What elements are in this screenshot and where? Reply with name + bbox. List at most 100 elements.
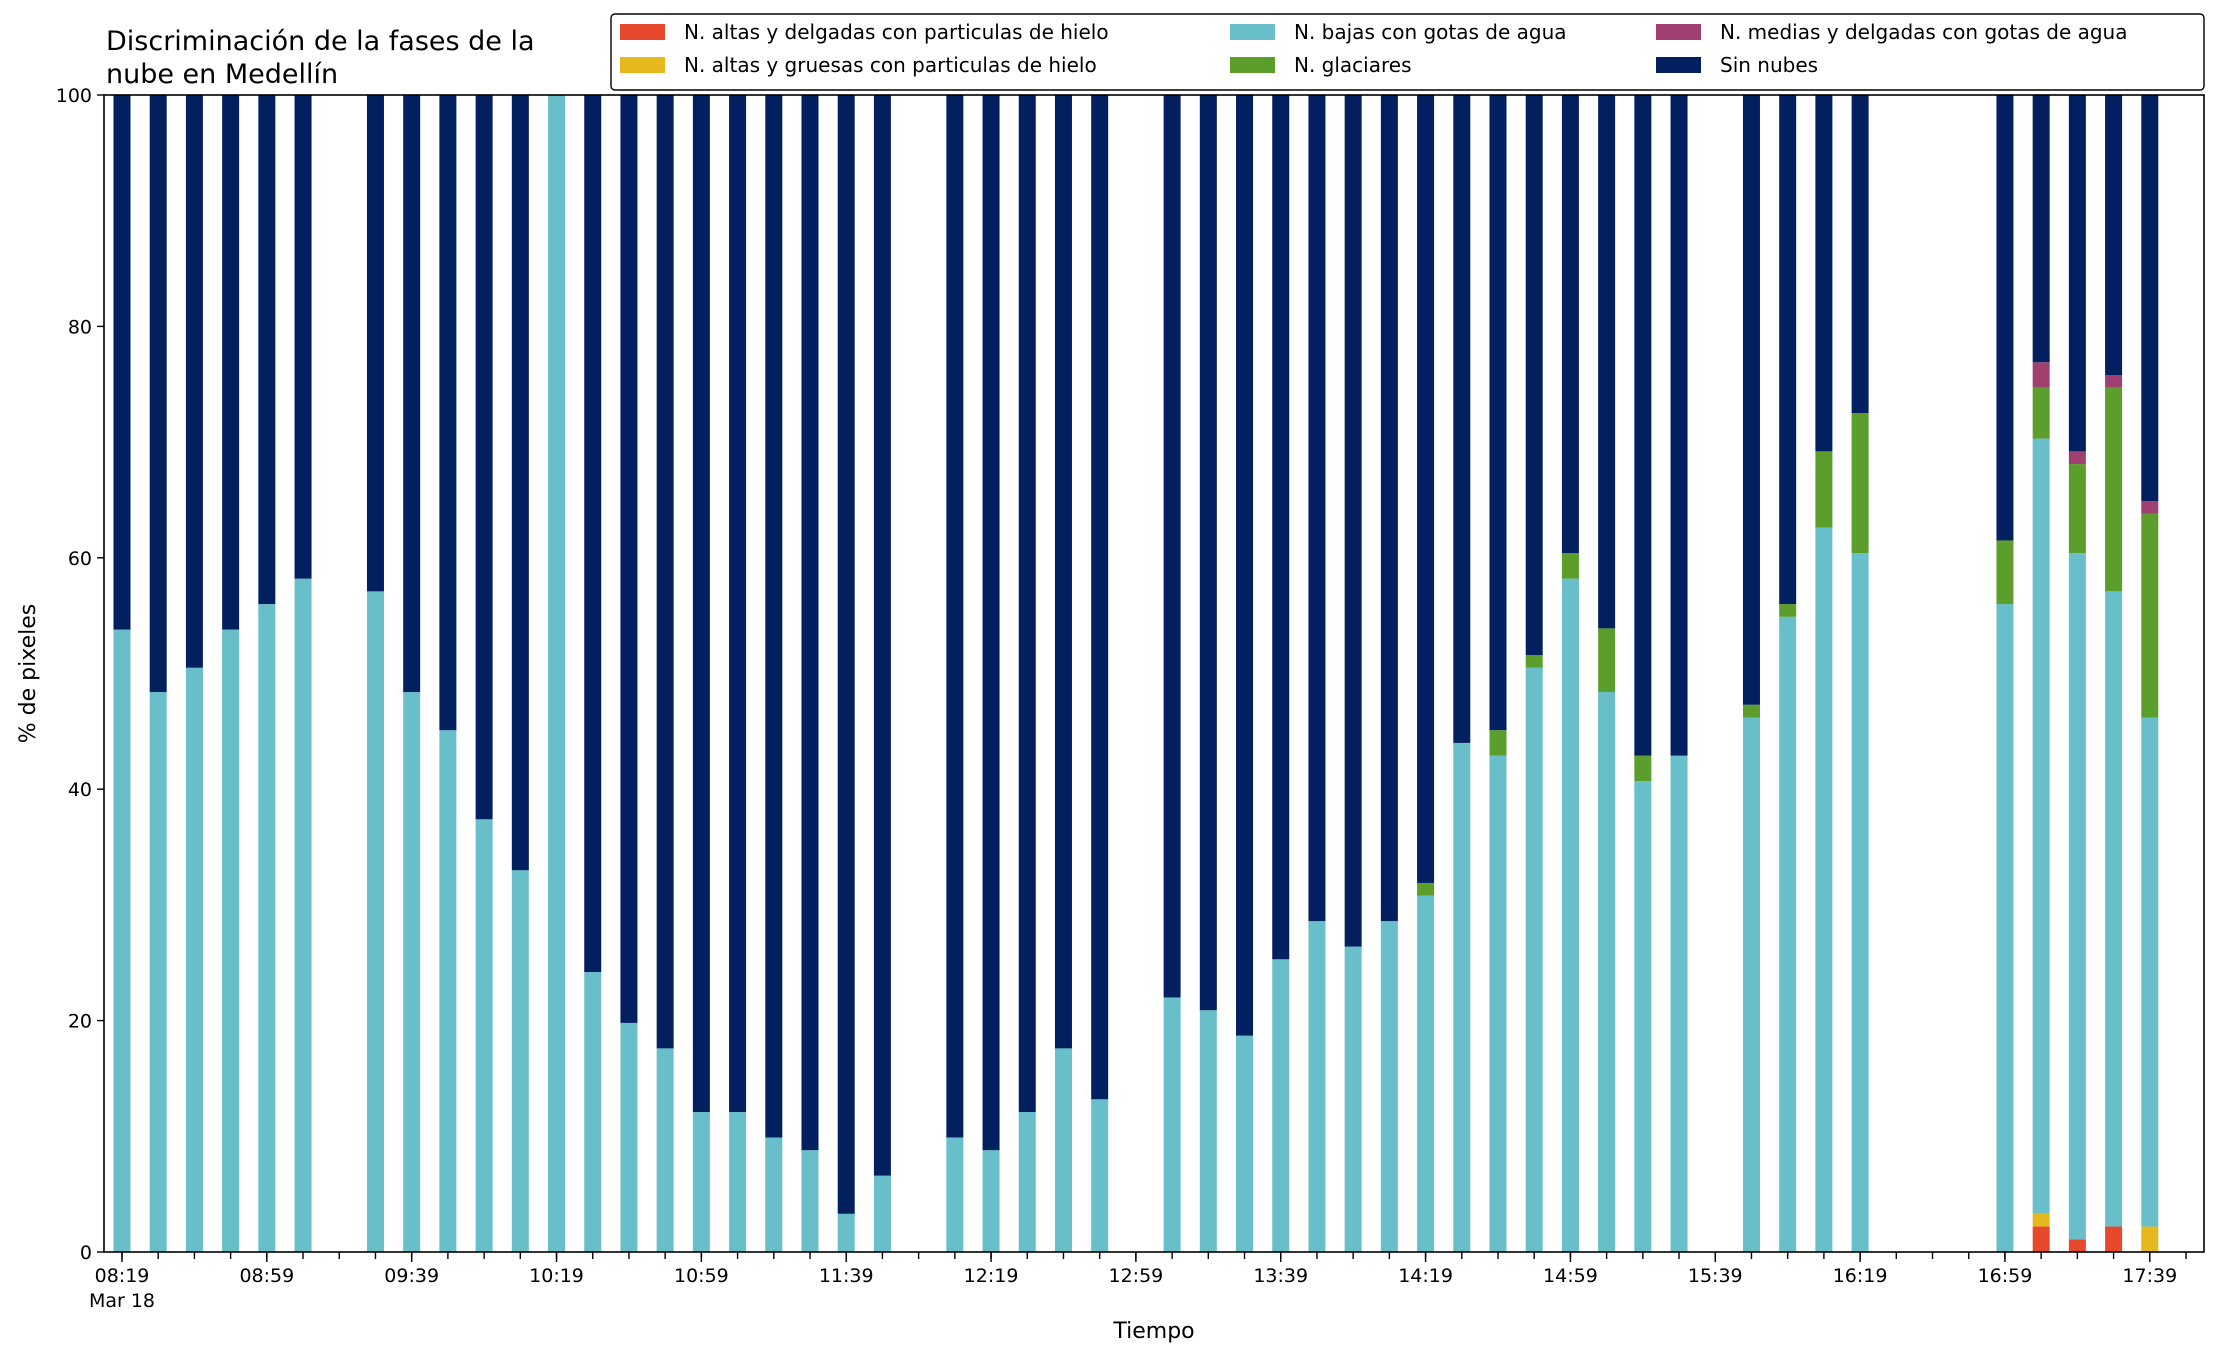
bar-segment xyxy=(2032,1226,2050,1252)
legend-label: Sin nubes xyxy=(1720,53,1818,77)
bar-segment xyxy=(2032,362,2050,388)
bar-segment xyxy=(1163,95,1181,998)
legend-label: N. medias y delgadas con gotas de agua xyxy=(1720,20,2128,44)
y-tick-label: 100 xyxy=(56,85,92,107)
bar-segment xyxy=(729,1112,747,1252)
legend-swatch xyxy=(620,57,665,73)
legend-label: N. bajas con gotas de agua xyxy=(1294,20,1567,44)
chart-title-line: nube en Medellín xyxy=(106,59,338,90)
bar-segment xyxy=(366,591,384,1252)
bar-segment xyxy=(584,972,602,1252)
bar-segment xyxy=(222,629,240,1252)
bar-segment xyxy=(511,95,529,871)
x-tick-label: 10:19 xyxy=(529,1265,584,1287)
bar-segment xyxy=(1598,692,1616,1252)
bar-segment xyxy=(765,1137,783,1252)
x-tick-label: 15:39 xyxy=(1688,1265,1743,1287)
bar-segment xyxy=(1996,95,2014,541)
bar-segment xyxy=(692,1112,710,1252)
bar-segment xyxy=(294,578,312,1252)
bar-segment xyxy=(801,95,819,1151)
bar-segment xyxy=(801,1150,819,1252)
bar-segment xyxy=(584,95,602,973)
bar-segment xyxy=(475,95,493,820)
bar-segment xyxy=(113,629,131,1252)
bar-segment xyxy=(1054,95,1072,1049)
bar-segment xyxy=(1525,667,1543,1252)
legend-label: N. altas y delgadas con particulas de hi… xyxy=(684,20,1109,44)
bar-segment xyxy=(1489,755,1507,1252)
bar-segment xyxy=(1018,95,1036,1112)
bar-segment xyxy=(620,1022,638,1252)
legend-label: N. glaciares xyxy=(1294,53,1412,77)
bar-segment xyxy=(1272,95,1290,960)
bar-segment xyxy=(1380,95,1398,922)
y-tick-label: 0 xyxy=(80,1242,92,1264)
bar-segment xyxy=(185,667,203,1252)
bar-segment xyxy=(1634,755,1652,782)
bar-segment xyxy=(1417,895,1435,1252)
bar-segment xyxy=(222,95,240,630)
bar-segment xyxy=(1815,95,1833,452)
bar-segment xyxy=(1163,997,1181,1252)
bar-segment xyxy=(548,95,566,1252)
bar-segment xyxy=(1525,654,1543,668)
bar-segment xyxy=(439,730,457,1252)
bar-segment xyxy=(2105,591,2123,1227)
bar-segment xyxy=(1851,413,1869,554)
x-tick-label: 10:59 xyxy=(674,1265,729,1287)
bar-segment xyxy=(837,95,855,1214)
bar-segment xyxy=(1380,921,1398,1252)
bar-segment xyxy=(982,95,1000,1151)
x-tick-label: 14:59 xyxy=(1543,1265,1598,1287)
bar-segment xyxy=(2105,95,2123,375)
x-tick-label: 08:59 xyxy=(239,1265,294,1287)
plot-frame xyxy=(103,94,2205,1253)
bar-segment xyxy=(2068,464,2086,554)
x-tick-label: 16:59 xyxy=(1978,1265,2033,1287)
bar-segment xyxy=(1779,616,1797,1252)
bar-segment xyxy=(656,95,674,1049)
bar-segment xyxy=(113,95,131,630)
bar-segment xyxy=(1851,95,1869,414)
y-tick-label: 20 xyxy=(68,1011,92,1033)
bar-segment xyxy=(2032,387,2050,439)
bar-segment xyxy=(837,1213,855,1252)
bar-segment xyxy=(2068,1239,2086,1252)
bar-segment xyxy=(1561,95,1579,554)
bar-segment xyxy=(2105,387,2123,592)
bar-segment xyxy=(1815,451,1833,528)
bar-segment xyxy=(1417,882,1435,896)
bar-segment xyxy=(1272,959,1290,1252)
y-tick-label: 40 xyxy=(68,779,92,801)
legend: N. altas y delgadas con particulas de hi… xyxy=(610,13,2205,91)
bar-segment xyxy=(1344,95,1362,947)
bar-segment xyxy=(656,1048,674,1252)
bar-segment xyxy=(1489,730,1507,756)
bar-segment xyxy=(2032,438,2050,1214)
bar-segment xyxy=(185,95,203,668)
legend-label: N. altas y gruesas con particulas de hie… xyxy=(684,53,1097,77)
bar-segment xyxy=(439,95,457,731)
legend-swatch xyxy=(620,24,665,40)
bar-segment xyxy=(1525,95,1543,655)
bars-group xyxy=(113,95,2159,1252)
bar-segment xyxy=(1670,95,1688,756)
bar-segment xyxy=(1561,553,1579,579)
bar-segment xyxy=(1598,628,1616,693)
bar-segment xyxy=(258,604,276,1252)
bar-segment xyxy=(149,692,167,1252)
bar-segment xyxy=(1996,604,2014,1252)
y-axis-label: % de pixeles xyxy=(16,604,41,743)
bar-segment xyxy=(765,95,783,1138)
bar-segment xyxy=(2141,513,2159,718)
bar-segment xyxy=(1598,95,1616,629)
x-tick-label: 12:19 xyxy=(964,1265,1019,1287)
bar-segment xyxy=(1308,921,1326,1252)
bar-segment xyxy=(1996,540,2014,605)
bar-segment xyxy=(1054,1048,1072,1252)
legend-swatch xyxy=(1656,24,1701,40)
x-tick-label: 14:19 xyxy=(1398,1265,1453,1287)
bar-segment xyxy=(1236,95,1254,1036)
